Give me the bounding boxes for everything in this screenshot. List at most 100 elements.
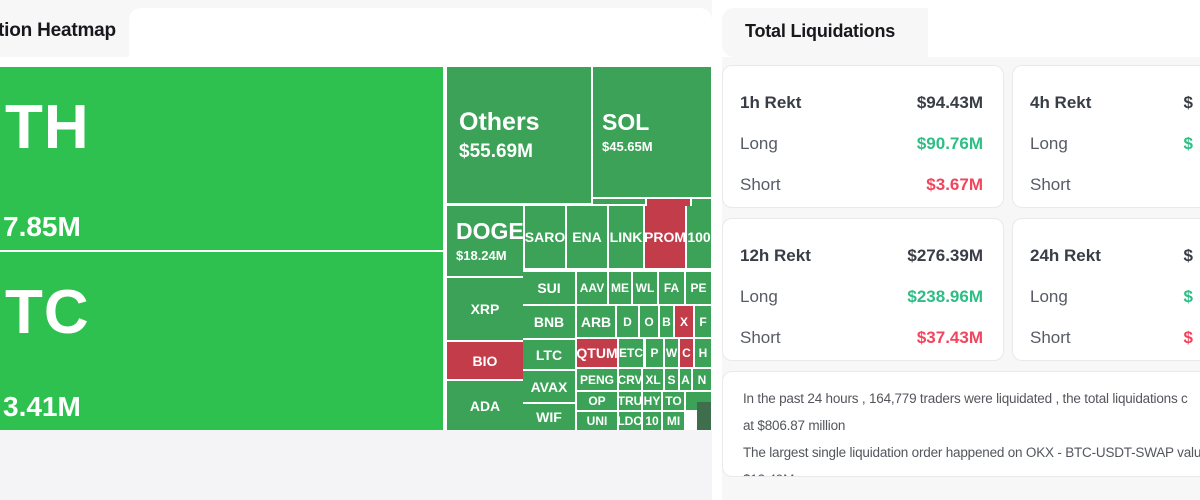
treemap-tile-arb[interactable]: ARB	[577, 306, 615, 337]
treemap-tile-symbol: ADA	[469, 397, 501, 414]
treemap-tile-symbol: LDO	[619, 414, 641, 428]
treemap-tile-ldo[interactable]: LDO	[619, 412, 641, 430]
long-label: Long	[740, 133, 778, 153]
treemap-tile-symbol: BNB	[533, 314, 565, 330]
treemap-tile-ena[interactable]: ENA	[567, 206, 607, 268]
long-value: $	[1183, 286, 1193, 306]
treemap-tile-100[interactable]: 100	[687, 206, 711, 268]
short-value: $3.67M	[926, 174, 983, 194]
treemap-tile-d[interactable]: D	[617, 306, 638, 337]
rekt-period-label: 1h Rekt	[740, 92, 802, 112]
treemap-tile-x[interactable]: X	[675, 306, 693, 337]
summary-line: at $806.87 million	[743, 418, 846, 433]
treemap-tile-mi[interactable]: MI	[663, 412, 684, 430]
treemap-tile-h[interactable]: H	[695, 339, 711, 367]
treemap-tile-qtum[interactable]: QTUM	[577, 339, 617, 367]
card-row: 12h Rekt $276.39M	[740, 235, 983, 276]
card-row: Long $238.96M	[740, 276, 983, 317]
treemap-tile-symbol: WL	[635, 281, 655, 295]
treemap-tile-symbol: B	[662, 314, 671, 329]
treemap-tile-saro[interactable]: SARO	[525, 206, 565, 268]
treemap-tile-tc[interactable]: TC 3.41M	[0, 252, 443, 430]
treemap-tile-p[interactable]: P	[646, 339, 663, 367]
treemap-tile-w[interactable]: W	[665, 339, 678, 367]
treemap-tile-symbol: O	[644, 314, 654, 329]
treemap-tile-crv[interactable]: CRV	[619, 369, 641, 390]
rekt-total-value: $	[1183, 92, 1193, 112]
treemap-tile-wl[interactable]: WL	[633, 272, 657, 304]
treemap-tile-bnb[interactable]: BNB	[523, 306, 575, 338]
heatmap-header-tab-area	[129, 8, 712, 57]
treemap-tile[interactable]	[692, 199, 711, 206]
rekt-card-12h: 12h Rekt $276.39M Long $238.96M Short $37.43M	[722, 218, 1004, 361]
treemap-tile-symbol: CRV	[619, 372, 641, 387]
treemap-tile-link[interactable]: LINK	[609, 206, 643, 268]
treemap-tile-bio[interactable]: BIO	[447, 342, 523, 379]
treemap-tile-doge[interactable]: DOGE $18.24M	[447, 206, 523, 276]
short-value: $37.43M	[916, 327, 983, 347]
treemap-tile-symbol: OP	[588, 394, 606, 408]
treemap-tile-symbol: SUI	[537, 280, 561, 296]
treemap-tile-symbol: TC	[5, 278, 90, 347]
treemap-tile-to[interactable]: TO	[663, 392, 684, 410]
treemap-tile-symbol: XRP	[470, 301, 500, 317]
treemap-tile-symbol: Others	[459, 107, 540, 136]
treemap-tile-uni[interactable]: UNI	[577, 412, 617, 430]
treemap-tile-symbol: H	[698, 346, 708, 360]
treemap-tile-b[interactable]: B	[660, 306, 673, 337]
short-value: $	[1183, 327, 1193, 347]
treemap-tile-xl[interactable]: XL	[643, 369, 663, 390]
treemap-tile-wif[interactable]: WIF	[523, 404, 575, 430]
treemap-tile-sol[interactable]: SOL $45.65M	[593, 67, 711, 197]
treemap-tile-sui[interactable]: SUI	[523, 272, 575, 304]
treemap-tile-value: $45.65M	[602, 139, 653, 154]
treemap-tile-value: 7.85M	[3, 211, 81, 242]
treemap-tile-op[interactable]: OP	[577, 392, 617, 410]
treemap-tile-10[interactable]: 10	[643, 412, 661, 430]
treemap-tile-me[interactable]: ME	[609, 272, 631, 304]
treemap-tile-symbol: C	[682, 346, 691, 360]
treemap-tile-ltc[interactable]: LTC	[523, 340, 575, 369]
treemap-tile-symbol: XL	[645, 372, 661, 387]
treemap-tile[interactable]	[647, 199, 690, 206]
treemap-tile-xrp[interactable]: XRP	[447, 278, 523, 340]
treemap-tile-symbol: A	[681, 372, 690, 387]
treemap-tile-th[interactable]: TH 7.85M	[0, 67, 443, 250]
treemap-tile-aav[interactable]: AAV	[577, 272, 607, 304]
treemap-tile-fa[interactable]: FA	[659, 272, 684, 304]
card-row: Short	[1030, 164, 1200, 205]
treemap-tile-value: $55.69M	[459, 140, 533, 162]
treemap-tile-s[interactable]: S	[665, 369, 678, 390]
treemap-tile-hy[interactable]: HY	[643, 392, 661, 410]
treemap-tile[interactable]	[593, 199, 645, 204]
liquidation-summary-card: In the past 24 hours , 164,779 traders w…	[722, 371, 1200, 477]
treemap-tile-symbol: SOL	[602, 109, 650, 135]
long-label: Long	[1030, 286, 1068, 306]
card-row: Short $37.43M	[740, 317, 983, 358]
treemap-tile-symbol: ME	[611, 281, 629, 295]
treemap-tile-tru[interactable]: TRU	[619, 392, 641, 410]
treemap-tile-symbol: F	[699, 314, 707, 329]
rekt-period-label: 4h Rekt	[1030, 92, 1092, 112]
treemap-tile-etc[interactable]: ETC	[619, 339, 643, 367]
treemap-tile[interactable]	[697, 402, 711, 430]
treemap-tile-pe[interactable]: PE	[686, 272, 711, 304]
treemap-tile-symbol: QTUM	[577, 345, 617, 361]
treemap-tile-peng[interactable]: PENG	[577, 369, 617, 390]
treemap-tile-ada[interactable]: ADA	[447, 381, 523, 430]
treemap-tile-o[interactable]: O	[640, 306, 658, 337]
treemap-tile-prom[interactable]: PROM	[645, 206, 685, 268]
long-value: $238.96M	[907, 286, 983, 306]
treemap-tile-symbol: 100	[687, 229, 711, 245]
treemap-tile-avax[interactable]: AVAX	[523, 371, 575, 402]
treemap-tile-c[interactable]: C	[680, 339, 693, 367]
treemap-tile-f[interactable]: F	[695, 306, 711, 337]
treemap-tile-symbol: PE	[690, 281, 707, 295]
treemap-tile-a[interactable]: A	[680, 369, 691, 390]
treemap-tile-others[interactable]: Others $55.69M	[447, 67, 591, 203]
card-row: 4h Rekt $	[1030, 82, 1200, 123]
treemap-tile-n[interactable]: N	[693, 369, 711, 390]
treemap-tile-symbol: AAV	[579, 281, 605, 295]
treemap-tile-symbol: TO	[665, 394, 682, 408]
treemap-tile-symbol: ENA	[572, 229, 602, 245]
